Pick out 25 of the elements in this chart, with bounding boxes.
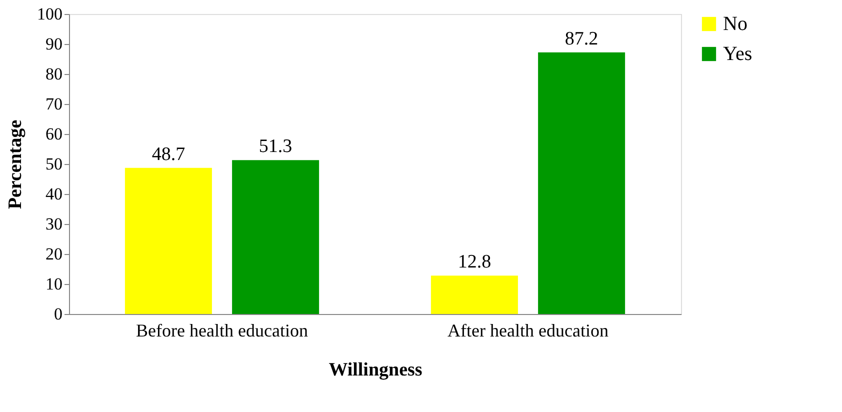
legend-label: Yes [723,43,752,65]
y-tick-label: 90 [46,34,62,54]
y-tick-label: 0 [54,304,62,324]
y-tick-label: 30 [46,214,62,234]
x-tick-label: After health education [448,320,608,340]
data-label: 12.8 [458,252,492,273]
bar [538,52,626,314]
y-tick-label: 10 [46,274,62,294]
x-axis-title: Willingness [328,360,422,380]
data-label: 48.7 [152,144,186,165]
y-tick-label: 80 [46,64,62,84]
x-tick-label: Before health education [136,320,308,340]
y-tick-label: 70 [46,94,62,114]
bar [430,276,518,314]
y-tick-label: 100 [37,4,62,24]
y-tick-label: 20 [46,244,62,264]
data-label: 51.3 [258,136,292,158]
y-tick-label: 40 [46,184,62,204]
bar [124,168,212,314]
y-tick-label: 50 [46,154,62,174]
data-label: 87.2 [564,28,598,50]
y-tick-label: 60 [46,124,62,144]
y-axis-title: Percentage [5,120,26,210]
bar [232,160,320,314]
legend-label: No [723,13,748,35]
